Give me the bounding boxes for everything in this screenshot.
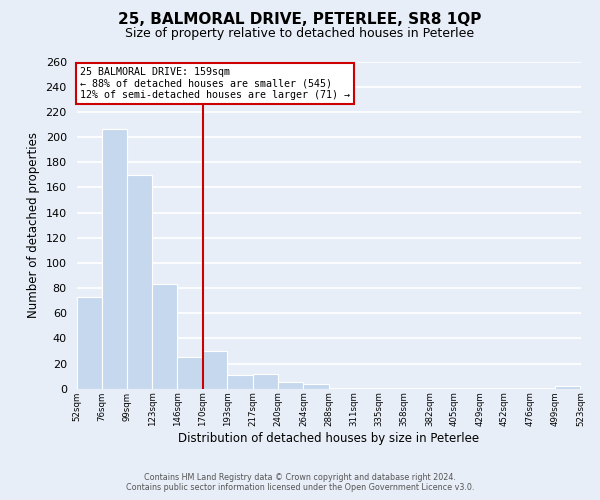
Text: Contains HM Land Registry data © Crown copyright and database right 2024.
Contai: Contains HM Land Registry data © Crown c… [126, 473, 474, 492]
Bar [227, 375, 253, 389]
Y-axis label: Number of detached properties: Number of detached properties [27, 132, 40, 318]
Bar [304, 384, 329, 389]
Text: 25, BALMORAL DRIVE, PETERLEE, SR8 1QP: 25, BALMORAL DRIVE, PETERLEE, SR8 1QP [118, 12, 482, 28]
Bar [278, 382, 304, 389]
Bar [152, 284, 177, 389]
Bar [77, 297, 102, 389]
Bar [555, 386, 580, 389]
Bar [203, 351, 227, 389]
Bar [253, 374, 278, 389]
Bar [127, 175, 152, 389]
X-axis label: Distribution of detached houses by size in Peterlee: Distribution of detached houses by size … [178, 432, 479, 445]
Text: Size of property relative to detached houses in Peterlee: Size of property relative to detached ho… [125, 28, 475, 40]
Text: 25 BALMORAL DRIVE: 159sqm
← 88% of detached houses are smaller (545)
12% of semi: 25 BALMORAL DRIVE: 159sqm ← 88% of detac… [80, 66, 350, 100]
Bar [177, 358, 203, 389]
Bar [102, 130, 127, 389]
